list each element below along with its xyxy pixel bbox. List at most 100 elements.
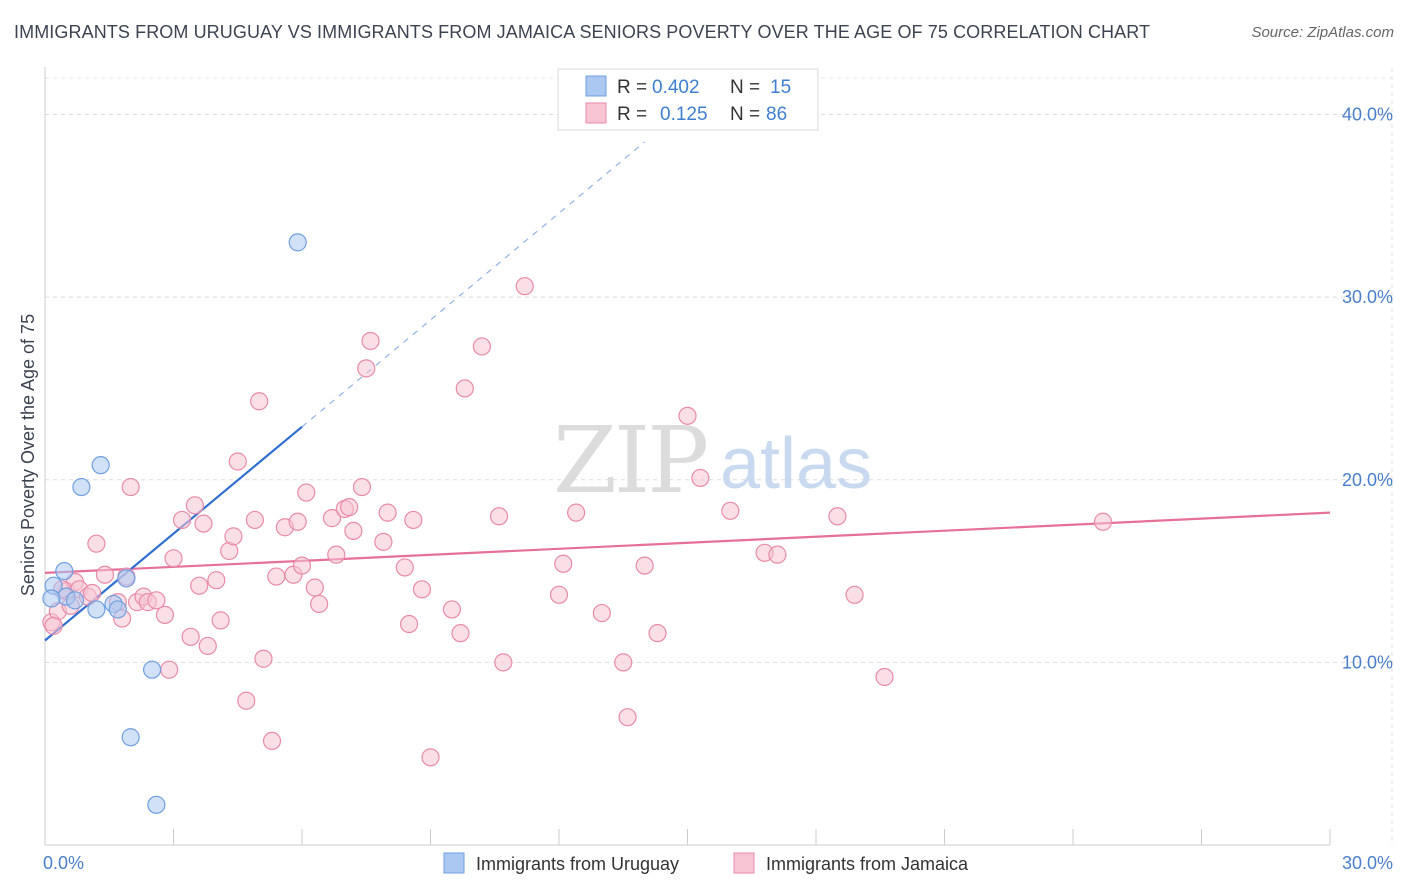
point-jamaica	[288, 512, 307, 531]
point-jamaica	[614, 653, 633, 672]
point-jamaica	[237, 691, 256, 710]
y-tick-label: 20.0%	[1342, 470, 1393, 490]
legend-n-value: 15	[770, 77, 791, 98]
bottom-legend-swatch-uruguay	[443, 852, 465, 874]
legend-r-value: 0.402	[652, 77, 700, 98]
x-tick-label: 30.0%	[1342, 853, 1393, 873]
gridlines	[45, 68, 1393, 845]
point-jamaica	[357, 359, 376, 378]
point-jamaica	[190, 576, 209, 595]
point-jamaica	[404, 510, 423, 530]
y-tick-label: 10.0%	[1342, 652, 1393, 672]
point-uruguay	[65, 591, 85, 610]
point-jamaica	[635, 556, 654, 575]
point-jamaica	[327, 545, 346, 564]
y-tick-label: 40.0%	[1342, 105, 1393, 125]
point-jamaica	[549, 585, 569, 604]
point-jamaica	[181, 627, 200, 646]
point-jamaica	[155, 605, 175, 625]
point-uruguay	[55, 561, 74, 581]
point-jamaica	[378, 503, 397, 522]
point-jamaica	[648, 624, 667, 643]
point-jamaica	[768, 545, 787, 564]
legend-r-value: 0.125	[660, 104, 708, 125]
x-tick-label: 0.0%	[43, 853, 84, 873]
point-jamaica	[442, 600, 462, 619]
point-uruguay	[142, 660, 162, 679]
legend-n-label: N =	[730, 77, 760, 98]
point-jamaica	[310, 594, 329, 614]
point-uruguay	[147, 795, 166, 814]
point-jamaica	[554, 554, 573, 573]
point-jamaica	[297, 483, 316, 502]
point-jamaica	[267, 567, 286, 586]
source-label: Source: ZipAtlas.com	[1251, 24, 1394, 41]
bottom-legend-label: Immigrants from Uruguay	[476, 854, 679, 874]
watermark: ZIP atlas	[553, 407, 872, 514]
point-jamaica	[494, 653, 513, 672]
legend-r-label: R =	[617, 77, 647, 98]
point-jamaica	[399, 614, 419, 634]
point-jamaica	[567, 503, 586, 522]
trend-lines	[44, 141, 1331, 642]
point-jamaica	[194, 514, 213, 533]
legend-n-label: N =	[730, 104, 760, 125]
point-jamaica	[374, 532, 393, 551]
trend-line-uruguay-extension	[301, 141, 646, 428]
point-jamaica	[198, 636, 217, 656]
point-jamaica	[207, 571, 226, 590]
point-jamaica	[352, 477, 372, 497]
trend-line-uruguay	[44, 425, 303, 642]
point-jamaica	[121, 477, 140, 497]
point-jamaica	[592, 603, 611, 623]
series-legend: Immigrants from Uruguay Immigrants from …	[443, 852, 969, 874]
point-jamaica	[172, 510, 192, 530]
legend-swatch-jamaica	[585, 102, 607, 124]
point-jamaica	[472, 337, 491, 356]
point-uruguay	[91, 456, 110, 475]
point-jamaica	[489, 507, 509, 526]
point-jamaica	[875, 667, 894, 687]
point-jamaica	[678, 406, 697, 425]
point-uruguay	[42, 589, 61, 608]
point-jamaica	[845, 585, 864, 604]
point-jamaica	[322, 509, 342, 528]
trend-line-jamaica	[44, 511, 1331, 574]
point-uruguay	[288, 233, 307, 252]
watermark-atlas: atlas	[720, 424, 872, 504]
point-jamaica	[245, 510, 264, 530]
point-jamaica	[721, 501, 740, 520]
legend-n-value: 86	[766, 104, 787, 125]
point-jamaica	[211, 611, 230, 630]
point-jamaica	[164, 549, 183, 568]
watermark-zip: ZIP	[553, 407, 706, 514]
point-jamaica	[828, 507, 847, 526]
point-jamaica	[250, 392, 269, 411]
point-jamaica	[95, 565, 115, 584]
point-jamaica	[224, 527, 243, 546]
point-jamaica	[44, 616, 63, 635]
point-uruguay	[87, 600, 106, 619]
point-jamaica	[515, 277, 534, 296]
point-uruguay	[72, 477, 91, 497]
point-jamaica	[1093, 512, 1113, 531]
point-jamaica	[395, 558, 414, 577]
point-jamaica	[421, 748, 440, 767]
data-points	[42, 233, 1113, 814]
point-jamaica	[147, 591, 166, 610]
point-jamaica	[412, 580, 432, 599]
point-jamaica	[451, 624, 470, 643]
point-jamaica	[185, 496, 205, 515]
point-jamaica	[83, 583, 102, 603]
point-jamaica	[691, 468, 710, 488]
point-jamaica	[305, 578, 324, 597]
point-jamaica	[344, 521, 363, 540]
legend-swatch-uruguay	[585, 75, 607, 97]
axes	[44, 67, 1331, 846]
point-jamaica	[228, 452, 247, 471]
point-uruguay	[121, 728, 140, 747]
legend-r-label: R =	[617, 104, 647, 125]
chart-title: IMMIGRANTS FROM URUGUAY VS IMMIGRANTS FR…	[14, 22, 1151, 42]
bottom-legend-swatch-jamaica	[733, 852, 755, 874]
